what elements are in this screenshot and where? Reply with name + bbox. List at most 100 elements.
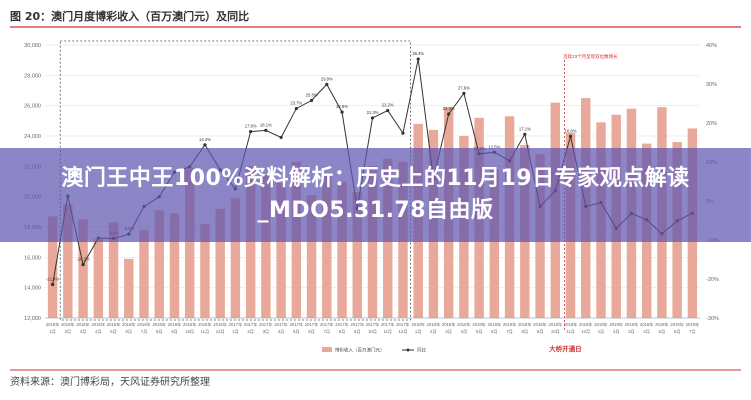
x-tick-label-year: 2017年 — [381, 321, 395, 328]
data-label: 23.2% — [382, 103, 394, 108]
y-left-tick-label: 14,000 — [24, 286, 41, 292]
x-tick-label-month: 2月 — [247, 329, 254, 335]
y-right-tick-label: 30% — [706, 82, 717, 88]
x-tick-label-year: 2019年 — [609, 321, 623, 328]
x-tick-label-month: 10月 — [551, 329, 560, 335]
x-tick-label-year: 2019年 — [625, 321, 639, 328]
x-tick-label-year: 2016年 — [76, 321, 90, 328]
x-tick-label-month: 4月 — [461, 329, 468, 335]
x-tick-label-month: 3月 — [445, 329, 452, 335]
bar — [276, 183, 286, 318]
x-tick-label-month: 2月 — [65, 329, 72, 335]
bar — [200, 223, 210, 318]
x-tick-label-month: 12月 — [216, 329, 225, 335]
x-tick-label-month: 4月 — [643, 329, 650, 335]
data-label: -16.3% — [76, 257, 90, 262]
yoy-point — [294, 106, 298, 111]
data-label: 17.8% — [245, 124, 257, 129]
yoy-point — [264, 128, 268, 133]
y-right-tick-label: -20% — [706, 277, 719, 283]
x-tick-label-year: 2017年 — [259, 321, 273, 328]
x-tick-label-month: 10月 — [368, 329, 377, 335]
data-label: 17.1% — [519, 126, 531, 131]
x-tick-label-month: 9月 — [354, 329, 361, 335]
legend-label-line: 同比 — [417, 347, 426, 354]
x-tick-label-year: 2016年 — [168, 321, 182, 328]
x-tick-label-year: 2018年 — [564, 321, 578, 328]
x-tick-label-year: 2018年 — [427, 321, 441, 328]
yoy-point — [386, 108, 390, 113]
chart-title: 图 20：澳门月度博彩收入（百万澳门元）及同比 — [10, 9, 249, 23]
legend: 博彩收入（百万澳门元） 同比 — [322, 347, 426, 354]
bar — [337, 181, 347, 318]
x-tick-label-month: 6月 — [491, 329, 498, 335]
bar — [93, 239, 104, 318]
data-label: 36.4% — [412, 51, 424, 56]
y-left-tick-label: 24,000 — [24, 134, 41, 140]
annotation-box-label: 连续23个月呈现双位数增长 — [563, 53, 618, 60]
x-tick-label-month: 7月 — [506, 329, 513, 335]
yoy-point — [340, 110, 344, 114]
x-tick-label-month: 2月 — [613, 329, 620, 335]
x-tick-label-month: 3月 — [628, 329, 635, 335]
x-tick-label-month: 1月 — [232, 329, 239, 335]
x-tick-label-year: 2016年 — [107, 321, 121, 328]
yoy-point — [447, 112, 451, 116]
data-label: 25.8% — [306, 92, 318, 97]
headline-banner: 澳门王中王100%资料解析：历史上的11月19日专家观点解读_MDO5.31.7… — [0, 148, 751, 242]
x-tick-label-month: 12月 — [399, 329, 408, 335]
bar — [261, 175, 271, 318]
bar — [306, 195, 317, 318]
data-label: 27.6% — [458, 85, 470, 90]
bridge-label: 大桥开通日 — [549, 344, 582, 353]
bar — [322, 173, 332, 318]
data-label: 14.4% — [199, 137, 211, 142]
x-tick-label-year: 2018年 — [472, 321, 486, 328]
x-tick-label-month: 5月 — [293, 329, 300, 335]
bar — [245, 166, 256, 318]
yoy-point — [523, 132, 527, 136]
x-tick-label-month: 6月 — [674, 329, 681, 335]
y-left-tick-label: 28,000 — [24, 73, 41, 79]
yoy-point — [370, 116, 375, 120]
x-tick-label-year: 2018年 — [533, 321, 547, 328]
legend-marker-line — [406, 348, 410, 352]
x-tick-label-month: 8月 — [522, 329, 529, 335]
x-tick-label-year: 2017年 — [305, 321, 319, 328]
x-tick-label-month: 3月 — [263, 329, 270, 335]
x-tick-label-month: 9月 — [537, 329, 544, 335]
x-tick-label-year: 2017年 — [320, 321, 334, 328]
x-tick-label-month: 7月 — [689, 329, 696, 335]
x-tick-label-month: 11月 — [383, 329, 392, 335]
data-label: 12.5% — [488, 144, 500, 149]
data-label: 18.1% — [260, 122, 272, 127]
x-tick-label-year: 2017年 — [229, 321, 243, 328]
bar — [367, 166, 378, 318]
yoy-point — [203, 143, 207, 147]
x-tick-label-year: 2017年 — [244, 321, 258, 328]
yoy-point — [279, 135, 283, 140]
data-label: 22.3% — [443, 106, 455, 111]
x-tick-label-year: 2019年 — [594, 321, 608, 328]
x-tick-label-year: 2018年 — [549, 321, 563, 328]
y-left-tick-label: 12,000 — [24, 316, 41, 322]
bar — [215, 208, 225, 318]
x-tick-label-year: 2016年 — [152, 321, 166, 328]
yoy-point — [81, 262, 85, 267]
x-tick-label-month: 5月 — [110, 329, 117, 335]
x-tick-label-year: 2018年 — [518, 321, 532, 328]
bar — [108, 222, 119, 318]
data-label: -21.4% — [46, 276, 60, 281]
x-tick-label-month: 8月 — [339, 329, 346, 335]
legend-swatch-bar — [322, 347, 332, 352]
x-tick-label-year: 2016年 — [183, 321, 197, 328]
y-right-tick-label: -30% — [706, 316, 719, 322]
x-tick-label-month: 11月 — [566, 329, 575, 335]
x-tick-label-year: 2016年 — [137, 321, 151, 328]
x-tick-label-month: 7月 — [324, 329, 331, 335]
x-tick-label-month: 6月 — [126, 329, 133, 335]
bar — [139, 230, 149, 318]
x-tick-label-month: 3月 — [80, 329, 87, 335]
bar — [489, 169, 500, 318]
x-tick-label-year: 2016年 — [61, 321, 75, 328]
